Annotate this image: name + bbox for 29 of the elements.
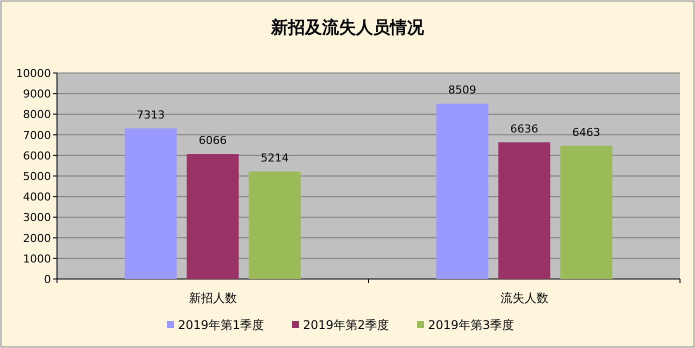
legend-label: 2019年第3季度: [428, 318, 514, 332]
bar: [124, 128, 177, 279]
x-tick-label: 新招人数: [188, 291, 237, 305]
bar: [498, 142, 550, 279]
y-tick-label: 0: [44, 273, 51, 286]
y-tick-label: 5000: [23, 170, 51, 183]
legend-label: 2019年第2季度: [303, 318, 390, 332]
bar: [248, 172, 301, 279]
y-tick-label: 4000: [23, 190, 51, 204]
y-tick-label: 3000: [23, 211, 51, 224]
y-tick-label: 2000: [23, 232, 51, 245]
data-label: 7313: [136, 108, 165, 122]
bar: [560, 146, 612, 279]
data-label: 6636: [510, 122, 538, 136]
bar: [436, 104, 488, 279]
y-tick-label: 1000: [23, 252, 51, 266]
y-tick-label: 8000: [23, 108, 51, 122]
y-tick-label: 6000: [23, 149, 51, 162]
x-tick-label: 流失人数: [500, 291, 548, 305]
chart-title: 新招及流失人员情况: [270, 18, 425, 38]
data-label: 6066: [198, 134, 227, 148]
data-label: 6463: [572, 126, 600, 139]
bar: [186, 154, 239, 279]
data-label: 8509: [448, 84, 476, 97]
y-tick-label: 9000: [23, 88, 51, 101]
y-tick-label: 10000: [16, 67, 51, 80]
data-label: 5214: [260, 152, 289, 165]
y-tick-label: 7000: [23, 128, 51, 142]
legend-label: 2019年第1季度: [178, 318, 264, 332]
